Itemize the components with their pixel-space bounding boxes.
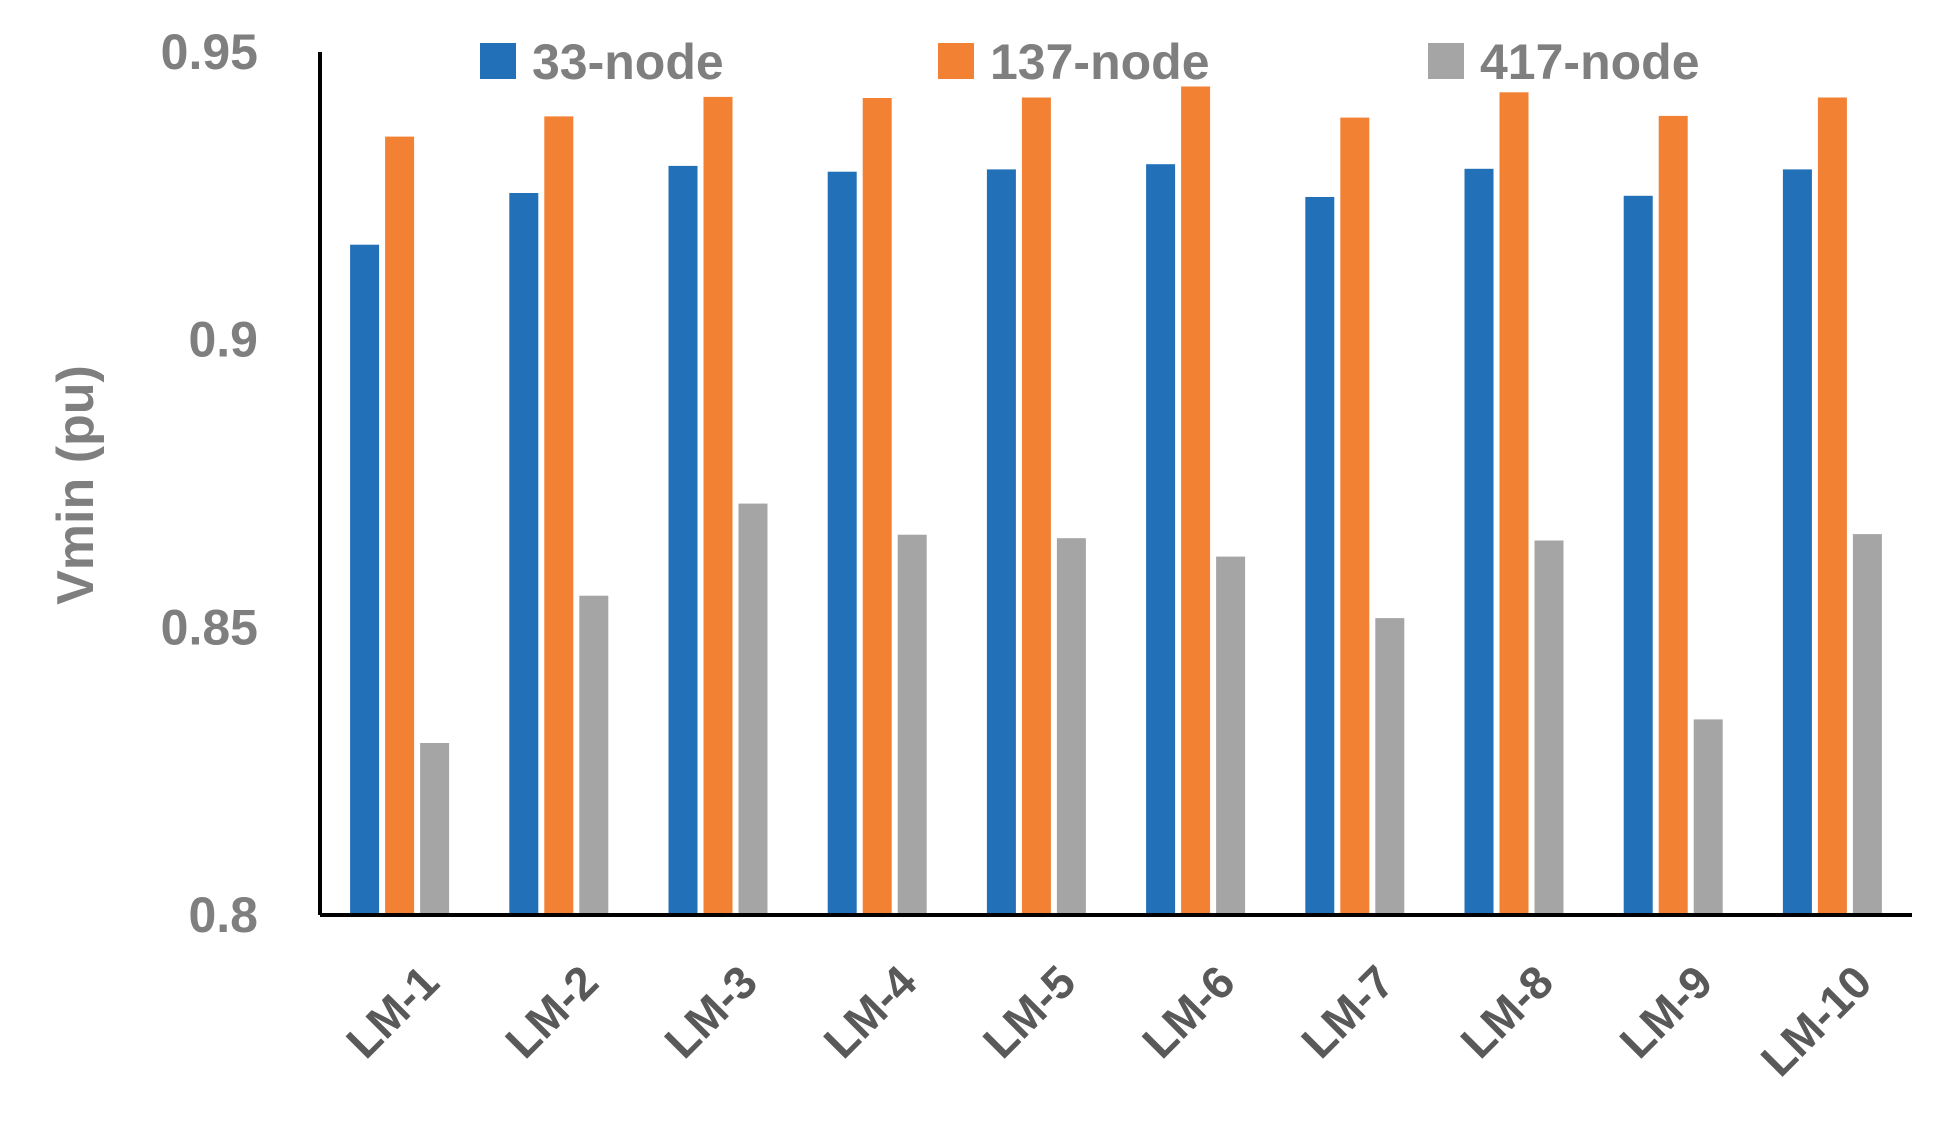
y-axis-title: Vmin (pu) [47,365,105,605]
legend-label: 33-node [532,34,724,90]
bar-33-node-LM-7 [1305,197,1335,915]
x-tick-label: LM-1 [336,955,449,1068]
bar-137-node-LM-9 [1658,115,1688,915]
bar-33-node-LM-3 [668,165,698,915]
y-tick-labels: 0.8 0.85 0.9 0.95 [161,24,258,943]
bar-137-node-LM-1 [385,136,415,916]
x-tick-label: LM-4 [814,955,927,1068]
legend-label: 137-node [990,34,1210,90]
bar-417-node-LM-4 [897,534,927,915]
bar-33-node-LM-9 [1623,195,1653,916]
legend-label: 417-node [1480,34,1700,90]
bar-33-node-LM-8 [1464,168,1494,916]
bar-33-node-LM-10 [1782,169,1812,915]
bar-417-node-LM-1 [420,743,450,915]
bar-137-node-LM-6 [1181,86,1211,915]
y-tick-label: 0.9 [188,312,258,368]
bar-417-node-LM-3 [738,503,768,915]
bar-417-node-LM-2 [579,595,609,915]
bar-137-node-LM-2 [544,116,574,915]
legend-swatch [480,43,516,79]
x-tick-label: LM-5 [973,955,1086,1068]
bar-33-node-LM-2 [509,193,539,915]
x-tick-label: LM-7 [1291,955,1404,1068]
bar-417-node-LM-10 [1852,534,1882,915]
category-labels: LM-1 LM-2 LM-3 LM-4 LM-5 LM-6 LM-7 LM-8 LM-9 LM-1… [336,955,1881,1086]
bar-137-node-LM-7 [1340,117,1370,916]
bar-417-node-LM-9 [1693,719,1723,915]
axes-layer [318,52,1912,917]
legend-swatch [1428,43,1464,79]
bar-417-node-LM-5 [1056,538,1086,915]
x-tick-label: LM-10 [1751,955,1882,1086]
legend-item-417-node: 417-node [1428,34,1700,90]
legend-swatch [938,43,974,79]
bar-137-node-LM-4 [862,98,892,915]
bar-417-node-LM-8 [1534,540,1564,915]
bar-33-node-LM-1 [350,244,380,915]
bar-137-node-LM-10 [1817,97,1847,915]
x-tick-label: LM-3 [654,955,767,1068]
bar-417-node-LM-6 [1216,556,1246,915]
bar-33-node-LM-5 [986,169,1016,915]
x-tick-label: LM-2 [495,955,608,1068]
bar-137-node-LM-8 [1499,92,1529,916]
bar-137-node-LM-5 [1021,97,1051,915]
y-tick-label: 0.95 [161,24,258,80]
y-tick-label: 0.8 [188,887,258,943]
bar-137-node-LM-3 [703,96,733,915]
bar-33-node-LM-6 [1146,164,1176,915]
bar-417-node-LM-7 [1375,618,1405,915]
bars-layer [350,86,1882,916]
legend: 33-node 137-node 417-node [480,34,1700,90]
legend-item-137-node: 137-node [938,34,1210,90]
x-tick-label: LM-8 [1450,955,1563,1068]
x-tick-label: LM-6 [1132,955,1245,1068]
bar-33-node-LM-4 [827,171,857,915]
legend-item-33-node: 33-node [480,34,724,90]
y-tick-label: 0.85 [161,599,258,655]
x-tick-label: LM-9 [1610,955,1723,1068]
